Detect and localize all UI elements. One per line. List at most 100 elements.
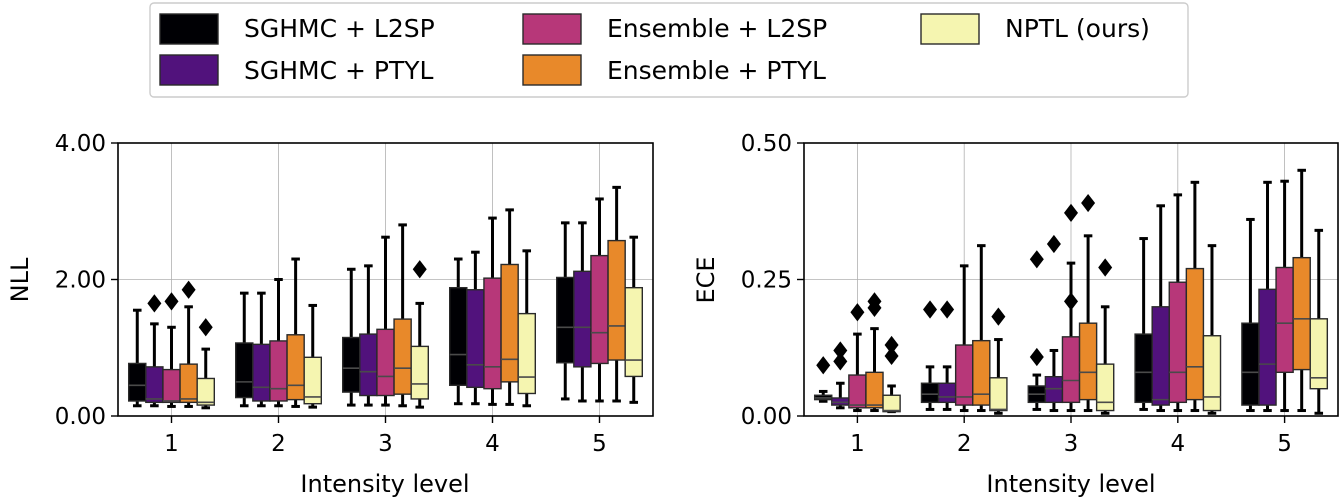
box-body <box>556 276 575 364</box>
legend-label-1: SGHMC + PTYL <box>244 56 434 85</box>
nll-xtick-label-2: 3 <box>378 431 393 457</box>
ece-ytick-label-1: 0.25 <box>741 268 792 294</box>
box-body <box>1078 322 1098 401</box>
legend-entry-3: Ensemble + PTYL <box>522 54 826 86</box>
legend-swatch-1 <box>159 54 219 86</box>
ece-box-s0-c3 <box>1134 237 1153 411</box>
flier-0 <box>1029 347 1044 367</box>
ece-box-s0-c1 <box>920 300 940 411</box>
nll-box-s2-c1 <box>269 278 288 408</box>
flier-0 <box>181 280 196 299</box>
box-body <box>483 277 502 390</box>
ece-box-s4-c2 <box>1095 258 1115 415</box>
nll-box-s2-c4 <box>590 197 609 403</box>
box-body <box>410 345 429 400</box>
nll-box-s3-c0 <box>179 280 198 408</box>
nll-box-s0-c1 <box>234 291 254 408</box>
legend-swatch-2 <box>522 13 582 45</box>
nll-box-s4-c3 <box>517 249 536 408</box>
flier-0 <box>147 294 162 313</box>
ece-box-s1-c0 <box>831 341 850 410</box>
flier-0 <box>164 292 179 311</box>
legend-entry-1: SGHMC + PTYL <box>159 54 434 86</box>
nll-box-s2-c2 <box>376 235 395 407</box>
legend-swatch-0 <box>159 13 219 45</box>
ece-box-s1-c1 <box>937 300 957 411</box>
box-body <box>972 339 991 406</box>
legend-label-2: Ensemble + L2SP <box>607 14 827 43</box>
flier-1 <box>884 346 899 366</box>
ece-box-s3-c1 <box>972 244 991 413</box>
nll-box-s1-c0 <box>145 294 164 408</box>
box-body <box>573 270 592 368</box>
ece-xtick-label-0: 1 <box>850 431 865 457</box>
ece-box-s0-c0 <box>813 356 833 403</box>
flier-0 <box>816 356 831 375</box>
nll-chart: NLL Intensity level 0.00 2.00 4.00 1 2 3 4 5 <box>6 131 654 498</box>
nll-ytick-label-0: 0.00 <box>55 404 106 430</box>
ece-chart: ECE Intensity level 0.00 0.25 0.50 1 2 3 4 5 <box>692 131 1339 498</box>
nll-box-s0-c4 <box>556 221 575 401</box>
legend-entry-0: SGHMC + L2SP <box>159 13 435 45</box>
nll-xtick-label-0: 1 <box>164 431 179 457</box>
box-body <box>1151 306 1170 406</box>
flier-0 <box>884 335 899 355</box>
ece-box-s1-c2 <box>1044 234 1064 413</box>
flier-1 <box>1029 250 1044 269</box>
nll-box-s4-c0 <box>196 318 215 410</box>
nll-box-s1-c2 <box>359 264 378 407</box>
ece-box-s0-c4 <box>1241 217 1260 413</box>
nll-ytick-label-1: 2.00 <box>55 268 106 294</box>
nll-box-s1-c1 <box>252 291 271 408</box>
legend-label-4: NPTL (ours) <box>1005 14 1150 43</box>
box-body <box>1202 335 1222 412</box>
box-body <box>1044 375 1064 404</box>
flier-0 <box>1046 234 1061 254</box>
box-body <box>937 382 957 404</box>
flier-0 <box>1064 292 1078 311</box>
nll-box-s0-c2 <box>342 267 361 407</box>
box-body <box>179 363 198 404</box>
box-body <box>269 340 288 402</box>
nll-box-s0-c3 <box>449 257 468 406</box>
nll-box-s2-c0 <box>162 292 181 408</box>
legend-swatch-3 <box>522 54 582 86</box>
nll-box-s3-c1 <box>286 257 305 408</box>
nll-ytick-label-2: 4.00 <box>55 131 106 157</box>
flier-0 <box>991 307 1006 326</box>
box-body <box>252 343 271 402</box>
box-body <box>376 328 395 397</box>
box-body <box>882 394 901 413</box>
ece-xlabel: Intensity level <box>986 470 1155 498</box>
box-body <box>1258 288 1277 406</box>
nll-ylabel: NLL <box>6 257 34 302</box>
flier-0 <box>850 303 865 322</box>
ece-box-s1-c3 <box>1151 204 1170 413</box>
box-body <box>848 374 867 409</box>
box-body <box>1185 267 1205 401</box>
legend: SGHMC + L2SP SGHMC + PTYL Ensemble + L2S… <box>149 2 1189 98</box>
flier-0 <box>833 341 848 360</box>
nll-box-s4-c1 <box>303 303 322 409</box>
flier-1 <box>1064 203 1078 222</box>
ece-xtick-label-1: 2 <box>957 431 972 457</box>
ece-box-s0-c2 <box>1027 250 1047 411</box>
ece-box-s2-c0 <box>848 303 867 413</box>
box-body <box>1134 333 1153 404</box>
box-body <box>342 336 361 393</box>
box-body <box>127 362 147 402</box>
ece-box-s4-c0 <box>882 335 901 414</box>
box-body <box>234 342 254 399</box>
nll-box-s3-c2 <box>393 223 412 408</box>
box-body <box>920 382 940 404</box>
flier-0 <box>1081 193 1096 213</box>
nll-xtick-label-3: 4 <box>485 431 500 457</box>
box-body <box>989 377 1008 412</box>
box-body <box>1292 256 1311 371</box>
nll-box-s1-c4 <box>573 221 592 403</box>
box-body <box>954 344 974 406</box>
nll-xlabel: Intensity level <box>300 470 469 498</box>
box-body <box>590 254 609 365</box>
box-body <box>196 377 215 406</box>
